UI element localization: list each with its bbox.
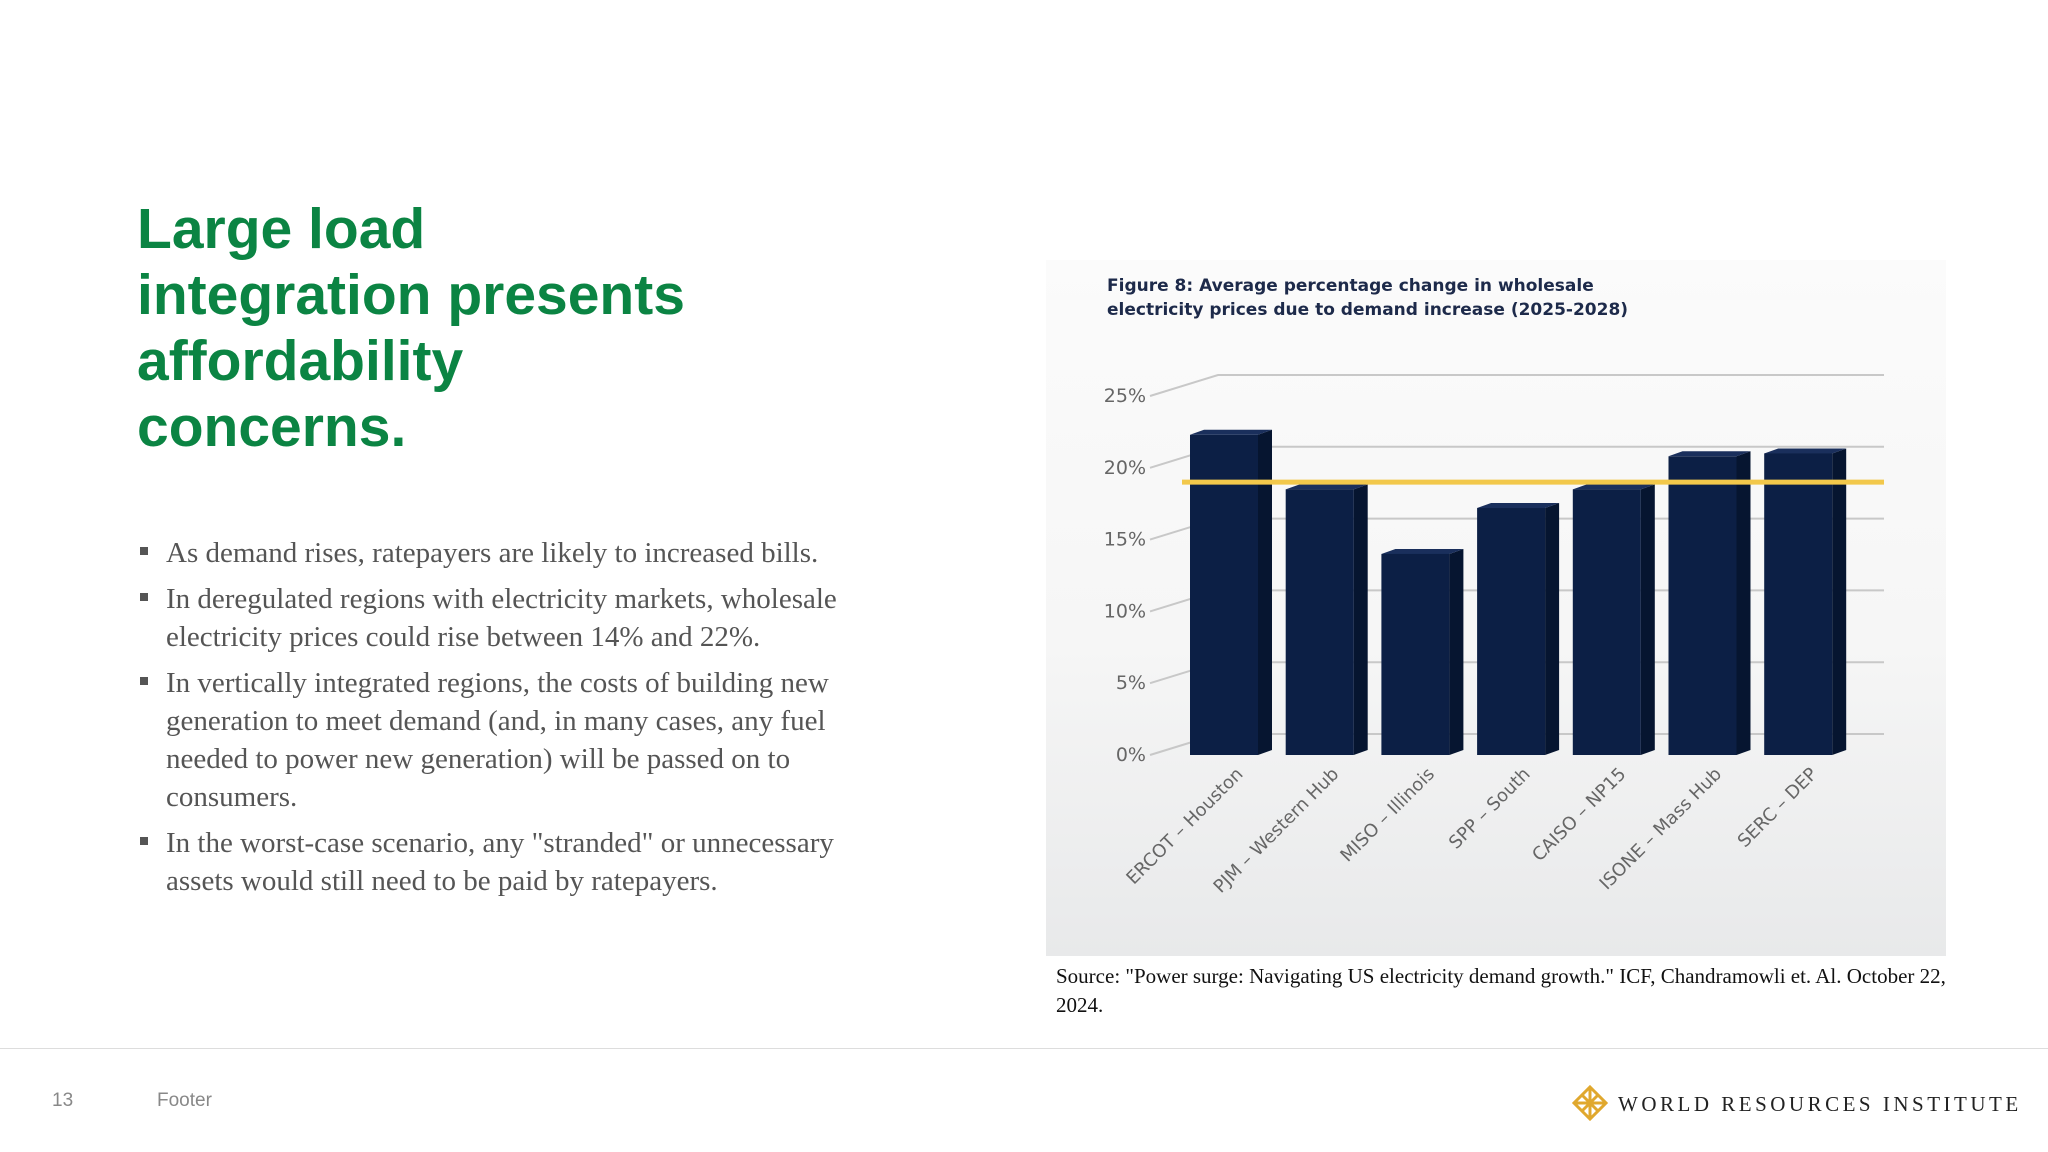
grid-line (1149, 445, 1884, 469)
x-tick-label: SERC – DEP (1734, 764, 1822, 852)
slide-title: Large load integration presents affordabil… (137, 196, 685, 460)
bullet: In deregulated regions with electricity … (140, 580, 890, 656)
grid-line (1149, 517, 1884, 541)
y-tick-label: 15% (1104, 529, 1146, 551)
title-line: concerns. (137, 395, 407, 459)
footer: Footer (157, 1090, 212, 1111)
bar-top (1190, 429, 1272, 435)
bar-side (1736, 451, 1751, 755)
x-tick-label: PJM – Western Hub (1210, 764, 1344, 898)
bullet-list: As demand rises, ratepayers are likely t… (140, 534, 890, 908)
x-tick-label: ERCOT – Houston (1122, 764, 1247, 889)
bullet: As demand rises, ratepayers are likely t… (140, 534, 890, 572)
grid-line (1149, 589, 1884, 613)
bar (1572, 489, 1641, 755)
bar (1381, 553, 1450, 755)
source-note: Source: "Power surge: Navigating US elec… (1056, 964, 1946, 1017)
bar-side (1258, 429, 1272, 755)
y-tick-label: 10% (1104, 600, 1146, 622)
grid-line (1149, 661, 1884, 685)
x-tick-label: MISO – Illinois (1336, 764, 1439, 867)
bar-top (1381, 548, 1464, 554)
grid-line (1149, 374, 1884, 397)
title-line: Large load (137, 197, 426, 261)
bar (1285, 489, 1354, 755)
bullet: In the worst-case scenario, any "strande… (140, 824, 890, 900)
chart-title: electricity prices due to demand increas… (1107, 300, 1628, 320)
x-tick-label: SPP – South (1445, 764, 1535, 854)
bar-top (1764, 448, 1847, 454)
chart-background (1046, 260, 1946, 956)
bar (1190, 434, 1258, 755)
y-tick-label: 25% (1104, 385, 1146, 407)
bar-side (1545, 503, 1560, 755)
logo-text: WORLD RESOURCES INSTITUTE (1618, 1092, 2022, 1116)
bar-top (1285, 484, 1368, 490)
logo-icon (1572, 1085, 1608, 1121)
bar-top (1668, 451, 1751, 457)
x-tick-label: ISONE – Mass Hub (1596, 764, 1727, 895)
chart-title: Figure 8: Average percentage change in w… (1107, 276, 1594, 296)
bar-top (1572, 484, 1655, 490)
bar-top (1477, 503, 1560, 509)
y-tick-label: 0% (1116, 744, 1146, 766)
title-line: affordability (137, 329, 464, 393)
footer-rule (0, 1048, 2048, 1049)
bullet: In vertically integrated regions, the co… (140, 664, 890, 816)
y-tick-label: 5% (1116, 672, 1146, 694)
bar-side (1449, 548, 1464, 755)
y-tick-label: 20% (1104, 457, 1146, 479)
bar (1477, 508, 1546, 755)
bar (1668, 456, 1737, 755)
bar-side (1640, 484, 1655, 755)
page-number: 13 (52, 1090, 74, 1111)
bar-side (1353, 484, 1368, 755)
bar (1764, 453, 1833, 755)
grid-line (1149, 733, 1884, 756)
title-line: integration presents (137, 263, 685, 327)
bar-side (1832, 448, 1847, 755)
x-tick-label: CAISO – NP15 (1528, 764, 1630, 866)
